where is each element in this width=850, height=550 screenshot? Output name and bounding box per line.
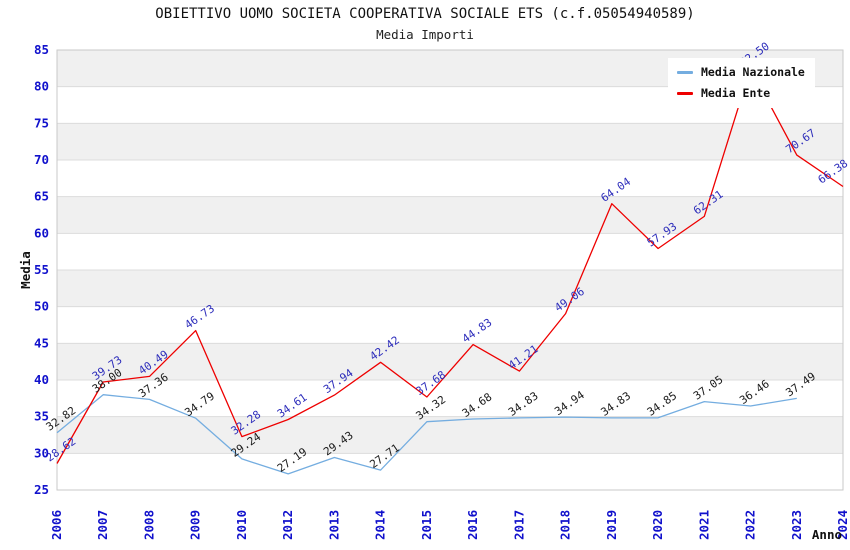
svg-text:2015: 2015 bbox=[419, 510, 434, 540]
svg-text:2023: 2023 bbox=[789, 510, 804, 540]
chart-title: OBIETTIVO UOMO SOCIETA COOPERATIVA SOCIA… bbox=[155, 6, 695, 22]
x-axis: 2006 2007 2008 2009 2010 2012 2013 2014 2015 2016… bbox=[49, 510, 850, 542]
legend-item-media-ente: Media Ente bbox=[677, 86, 805, 100]
svg-text:2017: 2017 bbox=[511, 510, 526, 540]
plot-border bbox=[56, 49, 844, 491]
svg-text:50: 50 bbox=[34, 299, 49, 314]
legend-label-media-nazionale: Media Nazionale bbox=[701, 65, 805, 79]
svg-text:35: 35 bbox=[34, 409, 49, 424]
svg-text:2024: 2024 bbox=[835, 510, 850, 540]
legend-label-media-ente: Media Ente bbox=[701, 86, 771, 100]
svg-text:2019: 2019 bbox=[604, 510, 619, 540]
svg-text:65: 65 bbox=[34, 189, 49, 204]
svg-text:70: 70 bbox=[34, 152, 49, 167]
svg-text:2016: 2016 bbox=[465, 510, 480, 540]
svg-text:2013: 2013 bbox=[326, 510, 341, 540]
svg-text:2014: 2014 bbox=[373, 510, 388, 540]
legend: Media Nazionale Media Ente bbox=[668, 58, 815, 108]
chart-subtitle: Media Importi bbox=[376, 27, 474, 42]
svg-text:45: 45 bbox=[34, 335, 49, 350]
series-media-nazionale-line bbox=[56, 394, 797, 475]
svg-text:2006: 2006 bbox=[49, 510, 64, 540]
svg-text:2021: 2021 bbox=[696, 510, 711, 540]
svg-text:75: 75 bbox=[34, 115, 49, 130]
media-nazionale-line-marker bbox=[677, 70, 693, 74]
series-media-ente-line bbox=[56, 67, 844, 464]
svg-text:2010: 2010 bbox=[234, 510, 249, 540]
y-axis-title: Media bbox=[18, 251, 33, 289]
svg-text:40: 40 bbox=[34, 372, 49, 387]
svg-text:2020: 2020 bbox=[650, 510, 665, 540]
y-axis: 25 30 35 40 45 50 55 60 65 70 75 80 85 Media bbox=[18, 42, 49, 497]
x-axis-title: Anno bbox=[812, 527, 842, 542]
svg-text:2009: 2009 bbox=[188, 510, 203, 540]
svg-text:80: 80 bbox=[34, 79, 49, 94]
svg-text:55: 55 bbox=[34, 262, 49, 277]
svg-text:2018: 2018 bbox=[558, 510, 573, 540]
svg-text:2012: 2012 bbox=[280, 510, 295, 540]
svg-text:2007: 2007 bbox=[95, 510, 110, 540]
svg-text:2022: 2022 bbox=[743, 510, 758, 540]
svg-text:25: 25 bbox=[34, 482, 49, 497]
svg-text:60: 60 bbox=[34, 225, 49, 240]
svg-text:2008: 2008 bbox=[141, 510, 156, 540]
svg-text:85: 85 bbox=[34, 42, 49, 57]
legend-item-media-nazionale: Media Nazionale bbox=[677, 65, 805, 79]
media-ente-line-marker bbox=[677, 91, 693, 95]
svg-text:30: 30 bbox=[34, 445, 49, 460]
